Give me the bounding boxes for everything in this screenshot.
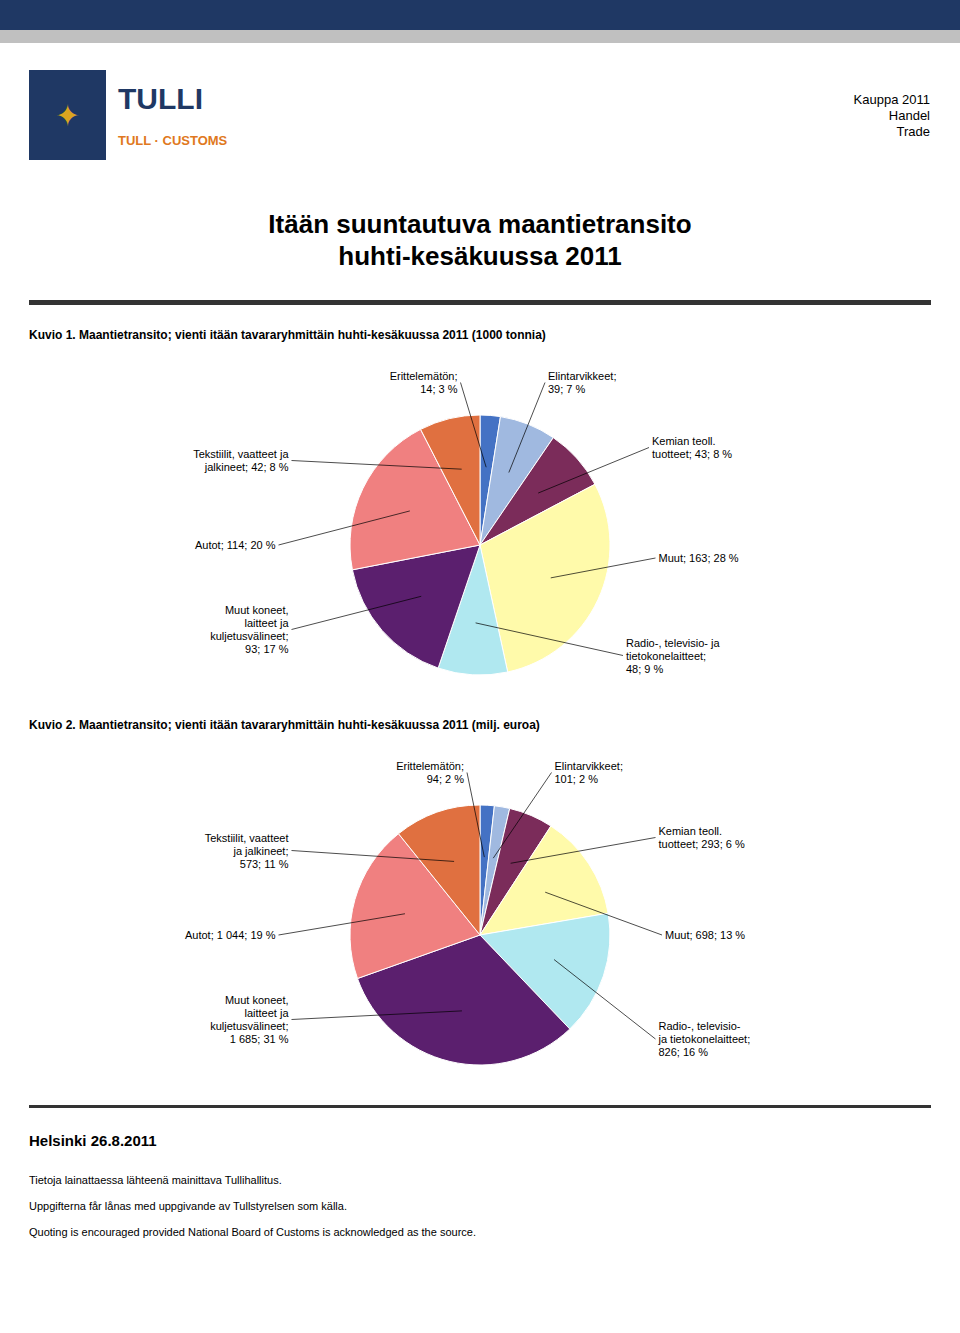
pie-slice xyxy=(421,415,480,545)
main-title-line: Itään suuntautuva maantietransito xyxy=(268,209,691,239)
main-title-line: huhti-kesäkuussa 2011 xyxy=(338,241,621,271)
data-label-line: 14; 3 % xyxy=(420,383,458,395)
pie-slice xyxy=(399,805,480,935)
data-label: Erittelemätön;94; 2 % xyxy=(396,760,464,785)
data-label-line: laitteet ja xyxy=(244,1007,289,1019)
data-label-line: Tekstiilit, vaatteet ja xyxy=(193,448,289,460)
footer-city: Helsinki 26.8.2011 xyxy=(29,1132,157,1149)
leader-line xyxy=(545,892,662,935)
data-label: Kemian teoll.tuotteet; 43; 8 % xyxy=(652,435,732,460)
data-label-line: 826; 16 % xyxy=(659,1046,709,1058)
pie-chart: Kuvio 2. Maantietransito; vienti itään t… xyxy=(29,718,750,1065)
data-label: Elintarvikkeet;101; 2 % xyxy=(555,760,623,785)
data-label: Muut koneet,laitteet jakuljetusvälineet;… xyxy=(210,604,289,655)
data-label-line: 101; 2 % xyxy=(555,773,599,785)
chart-title: Kuvio 2. Maantietransito; vienti itään t… xyxy=(29,718,540,732)
data-label: Radio-, televisio-ja tietokonelaitteet;8… xyxy=(658,1020,751,1058)
chart-title: Kuvio 1. Maantietransito; vienti itään t… xyxy=(29,328,546,342)
data-label-line: Radio-, televisio- ja xyxy=(626,637,720,649)
main-title: Itään suuntautuva maantietransitohuhti-k… xyxy=(268,209,691,271)
top-bar xyxy=(0,0,960,30)
leader-line xyxy=(509,383,545,473)
data-label: Autot; 1 044; 19 % xyxy=(185,929,276,941)
slices xyxy=(350,805,610,1065)
leader-line xyxy=(279,914,405,935)
header-line: Kauppa 2011 xyxy=(854,92,930,107)
leader-line xyxy=(461,383,487,468)
data-label: Elintarvikkeet;39; 7 % xyxy=(548,370,616,395)
data-label: Tekstiilit, vaatteetja jalkineet;573; 11… xyxy=(205,832,289,870)
data-label-line: Erittelemätön; xyxy=(396,760,464,772)
data-label-line: 48; 9 % xyxy=(626,663,664,675)
data-label-line: 93; 17 % xyxy=(245,643,289,655)
rule xyxy=(29,300,931,305)
leader-line xyxy=(493,773,551,859)
data-label-line: Kemian teoll. xyxy=(659,825,723,837)
data-label-line: Muut; 163; 28 % xyxy=(659,552,739,564)
leader-line xyxy=(467,773,484,858)
data-label: Kemian teoll.tuotteet; 293; 6 % xyxy=(659,825,745,850)
footer-line: Tietoja lainattaessa lähteenä mainittava… xyxy=(29,1174,282,1186)
data-label-line: Muut koneet, xyxy=(225,994,289,1006)
leader-line xyxy=(292,851,455,862)
data-label-line: jalkineet; 42; 8 % xyxy=(204,461,289,473)
logo-box xyxy=(29,70,106,160)
data-label-line: Autot; 114; 20 % xyxy=(195,539,276,551)
data-label-line: Muut; 698; 13 % xyxy=(665,929,745,941)
footer-line: Quoting is encouraged provided National … xyxy=(29,1226,476,1238)
header-line: Trade xyxy=(897,124,930,139)
second-bar xyxy=(0,30,960,43)
data-label-line: Elintarvikkeet; xyxy=(555,760,623,772)
leader-line xyxy=(292,596,422,629)
data-label-line: tuotteet; 293; 6 % xyxy=(659,838,745,850)
slices xyxy=(350,415,610,675)
data-labels: Erittelemätön;14; 3 % Elintarvikkeet;39; … xyxy=(193,370,739,675)
data-label: Tekstiilit, vaatteet jajalkineet; 42; 8 … xyxy=(193,448,289,473)
header: Kauppa 2011HandelTrade xyxy=(854,92,930,139)
page: ✦ TULLI TULL · CUSTOMS Kauppa 2011HandelTra… xyxy=(0,0,960,1333)
data-label: Autot; 114; 20 % xyxy=(195,539,276,551)
data-label: Radio-, televisio- jatietokonelaitteet;4… xyxy=(626,637,720,675)
leader-line xyxy=(279,511,410,545)
leader-line xyxy=(476,623,623,656)
data-label: Muut; 698; 13 % xyxy=(665,929,745,941)
data-label-line: 39; 7 % xyxy=(548,383,586,395)
pie-chart: Kuvio 1. Maantietransito; vienti itään t… xyxy=(29,328,739,675)
data-label-line: ja tietokonelaitteet; xyxy=(658,1033,751,1045)
logo-symbol: ✦ xyxy=(55,98,80,133)
data-label-line: Erittelemätön; xyxy=(390,370,458,382)
data-labels: Erittelemätön;94; 2 % Elintarvikkeet;101;… xyxy=(185,760,750,1058)
data-label-line: tietokonelaitteet; xyxy=(626,650,706,662)
leader-line xyxy=(511,838,656,864)
data-label-line: kuljetusvälineet; xyxy=(210,630,288,642)
data-label-line: Kemian teoll. xyxy=(652,435,716,447)
leader-line xyxy=(292,1011,462,1020)
header-line: Handel xyxy=(889,108,930,123)
data-label-line: 94; 2 % xyxy=(427,773,465,785)
leader-line xyxy=(292,461,462,470)
logo-name: TULLI xyxy=(118,82,203,115)
data-label-line: laitteet ja xyxy=(244,617,289,629)
data-label-line: Elintarvikkeet; xyxy=(548,370,616,382)
data-label-line: kuljetusvälineet; xyxy=(210,1020,288,1032)
data-label: Muut; 163; 28 % xyxy=(659,552,739,564)
logo-tagline: TULL · CUSTOMS xyxy=(118,133,228,148)
footer-line: Uppgifterna får lånas med uppgivande av … xyxy=(29,1200,347,1212)
data-label-line: Radio-, televisio- xyxy=(659,1020,741,1032)
leader-line xyxy=(554,960,655,1039)
data-label-line: Autot; 1 044; 19 % xyxy=(185,929,276,941)
data-label: Erittelemätön;14; 3 % xyxy=(390,370,458,395)
data-label-line: Muut koneet, xyxy=(225,604,289,616)
leader-line xyxy=(538,448,649,494)
data-label-line: ja jalkineet; xyxy=(232,845,288,857)
leader-line xyxy=(551,558,656,578)
data-label-line: 573; 11 % xyxy=(240,858,289,870)
data-label-line: tuotteet; 43; 8 % xyxy=(652,448,732,460)
data-label-line: Tekstiilit, vaatteet xyxy=(205,832,289,844)
data-label-line: 1 685; 31 % xyxy=(230,1033,289,1045)
rule xyxy=(29,1105,931,1108)
data-label: Muut koneet,laitteet jakuljetusvälineet;… xyxy=(210,994,289,1045)
